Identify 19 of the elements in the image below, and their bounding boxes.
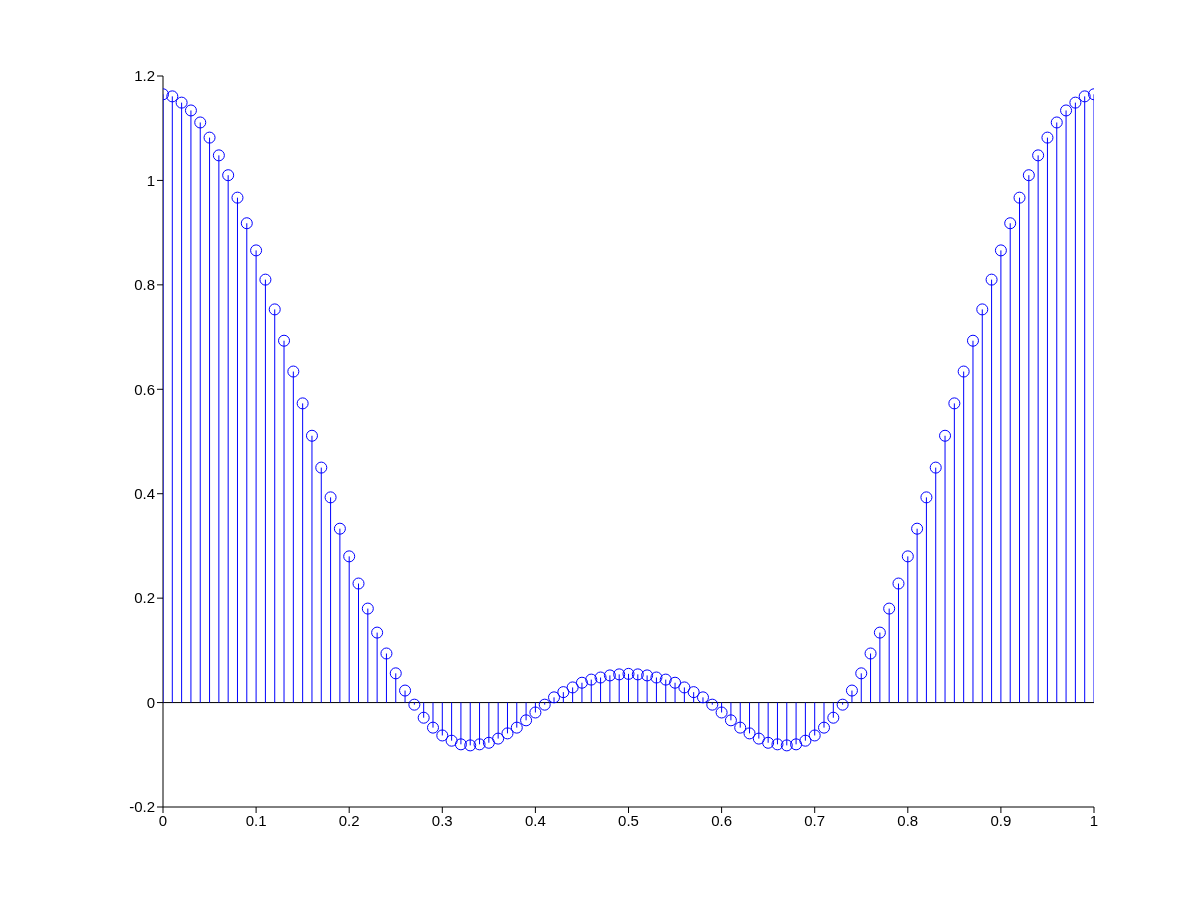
y-tick-label: 0 <box>146 693 155 711</box>
x-tick-label: 1 <box>1089 811 1099 829</box>
y-tick-label: 1.2 <box>134 67 155 85</box>
x-tick-label: 0.3 <box>431 811 453 829</box>
x-tick-label: 0.8 <box>897 811 919 829</box>
x-tick-label: 0 <box>158 811 168 829</box>
x-tick-label: 0.6 <box>711 811 733 829</box>
x-tick-label: 0.4 <box>524 811 546 829</box>
x-tick-label: 0.2 <box>338 811 360 829</box>
y-tick-label: 0.8 <box>134 276 155 294</box>
y-tick-label: 0.6 <box>134 380 155 398</box>
x-tick-label: 0.7 <box>804 811 826 829</box>
y-tick-label: 0.2 <box>134 589 155 607</box>
x-tick-label: 0.5 <box>618 811 639 829</box>
y-tick-label: 1 <box>146 171 155 189</box>
x-tick-label: 0.1 <box>245 811 267 829</box>
x-tick-label: 0.9 <box>990 811 1012 829</box>
y-tick-label: -0.2 <box>129 798 155 816</box>
y-tick-label: 0.4 <box>134 485 155 503</box>
